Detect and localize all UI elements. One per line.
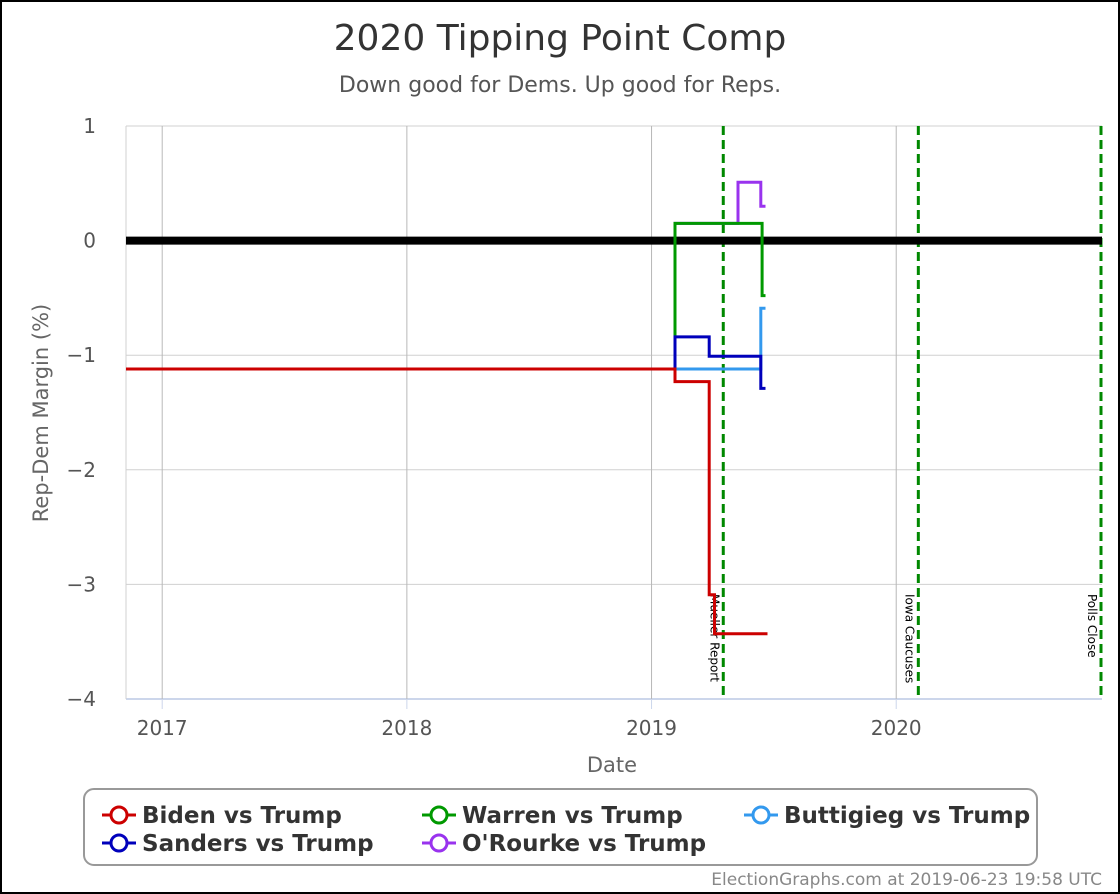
series-line [126, 306, 766, 371]
event-label: Iowa Caucuses [902, 594, 916, 683]
legend-item-label: Sanders vs Trump [142, 831, 374, 857]
series-line [126, 367, 768, 636]
legend-swatch-marker [429, 833, 449, 853]
chart-subtitle: Down good for Dems. Up good for Reps. [339, 73, 781, 98]
y-tick-label: 1 [83, 114, 96, 138]
y-tick-label: −2 [67, 458, 96, 482]
legend-swatch-marker [429, 805, 449, 825]
series-line [126, 335, 766, 390]
legend-swatch-marker [751, 805, 771, 825]
grid-lines [125, 125, 1102, 709]
event-label: Polls Close [1085, 594, 1099, 658]
legend-item-label: Warren vs Trump [462, 803, 683, 829]
x-axis-ticks: 2017 2018 2019 2020 [137, 716, 922, 740]
y-tick-label: −3 [67, 572, 96, 596]
legend-item-label: Biden vs Trump [142, 803, 342, 829]
legend-swatch-marker [109, 833, 129, 853]
series-lines [126, 180, 768, 636]
series-line [126, 221, 766, 371]
y-tick-label: −4 [67, 687, 96, 711]
x-tick-label: 2020 [871, 716, 922, 740]
x-tick-label: 2018 [381, 716, 432, 740]
y-tick-label: −1 [67, 343, 96, 367]
event-label: Mueller Report [707, 594, 721, 682]
event-markers: Mueller Report Iowa Caucuses Polls Close [707, 126, 1103, 699]
legend: Biden vs Trump Warren vs Trump Buttigieg v… [83, 788, 1038, 866]
y-tick-label: 0 [83, 229, 96, 253]
x-axis-title: Date [587, 753, 637, 777]
x-tick-label: 2019 [626, 716, 677, 740]
y-axis-title: Rep-Dem Margin (%) [29, 304, 53, 522]
y-axis-ticks: −4 −3 −2 −1 0 1 [67, 114, 96, 711]
legend-item-label: O'Rourke vs Trump [462, 831, 706, 857]
legend-box [83, 788, 1038, 866]
chart-title: 2020 Tipping Point Comp [334, 18, 787, 59]
legend-item-label: Buttigieg vs Trump [784, 803, 1030, 829]
legend-swatch-marker [109, 805, 129, 825]
x-tick-label: 2017 [137, 716, 188, 740]
series-line [126, 180, 766, 371]
credit-text: ElectionGraphs.com at 2019-06-23 19:58 U… [711, 870, 1102, 890]
